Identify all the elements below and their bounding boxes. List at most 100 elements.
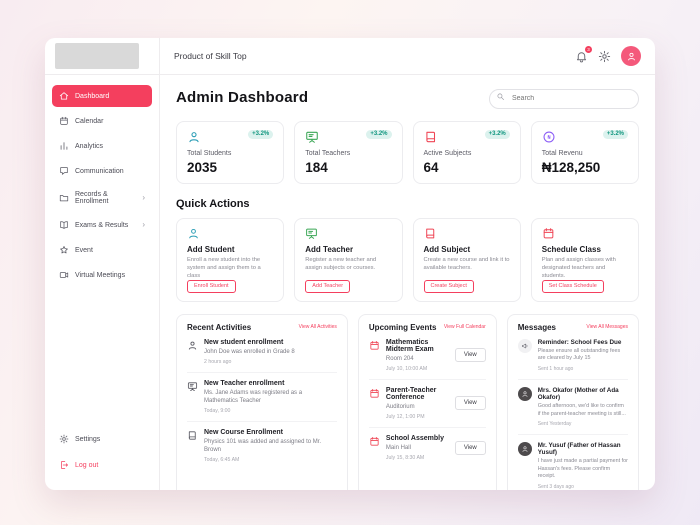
message-preview: Good afternoon, we'd like to confirm if … — [537, 402, 626, 417]
chevron-right-icon: › — [142, 220, 145, 229]
event-item: Parent-Teacher Conference Auditorium Jul… — [368, 380, 486, 429]
search-box — [489, 87, 639, 109]
person-icon — [626, 51, 637, 62]
activity-title: New student enrollment — [204, 338, 284, 346]
quick-actions-title: Quick Actions — [176, 197, 250, 210]
bottom-panels: Recent Activities View All Activities Ne… — [176, 313, 639, 490]
event-title: Mathematics Midterm Exam — [385, 338, 434, 353]
event-title: School Assembly — [385, 435, 444, 443]
action-card-schedule-class: Schedule Class Plan and assign classes w… — [530, 217, 639, 302]
message-time: Sent 3 days ago — [537, 483, 574, 490]
event-title: Parent-Teacher Conference — [385, 386, 437, 401]
sidebar-header — [45, 38, 159, 75]
user-avatar[interactable] — [621, 46, 641, 66]
message-title: Reminder: School Fees Due — [537, 338, 622, 346]
stat-card-total-revenue: ₦ +3.2% Total Revenu ₦128,250 — [530, 120, 639, 184]
activity-item: New Course Enrollment Physics 101 was ad… — [187, 422, 337, 465]
search-icon — [496, 92, 505, 101]
create-subject-button[interactable]: Create Subject — [423, 279, 474, 293]
chevron-right-icon: › — [142, 193, 145, 202]
home-icon — [59, 91, 69, 101]
stat-delta-badge: +3.2% — [484, 129, 510, 139]
view-all-messages-link[interactable]: View All Messages — [586, 324, 628, 331]
sidebar-item-logout[interactable]: Log out — [52, 454, 152, 476]
subject-book-icon — [424, 227, 437, 240]
sidebar-item-label: Calendar — [75, 117, 104, 125]
view-event-button[interactable]: View — [454, 396, 486, 411]
teacher-board-icon — [305, 227, 318, 240]
sidebar-item-label: Virtual Meetings — [75, 271, 126, 279]
enroll-student-button[interactable]: Enroll Student — [187, 279, 236, 293]
sidebar-item-virtual-meetings[interactable]: Virtual Meetings — [52, 264, 152, 286]
student-icon — [187, 130, 201, 144]
notifications-bell-icon[interactable]: 3 — [575, 45, 592, 63]
sidebar-item-event[interactable]: Event — [52, 239, 152, 261]
event-time: July 12, 1:00 PM — [385, 414, 425, 421]
stat-delta-badge: +3.2% — [248, 129, 274, 139]
action-description: Create a new course and link it to avail… — [423, 256, 510, 271]
calendar-icon — [59, 116, 69, 126]
action-description: Plan and assign classes with designated … — [541, 256, 616, 279]
main-area: Product of Skill Top 3 Admin Dashboard — [160, 38, 655, 490]
view-event-button[interactable]: View — [454, 348, 486, 363]
stat-value: 184 — [305, 159, 328, 175]
logout-icon — [59, 460, 69, 470]
course-book-icon — [187, 430, 198, 441]
sidebar: Dashboard Calendar Analytics Communicati… — [45, 38, 160, 490]
calendar-icon — [369, 436, 380, 447]
messages-panel: Messages View All Messages Reminder: Sch… — [506, 313, 639, 490]
sidebar-item-label: Records & Enrollment — [75, 191, 109, 205]
sidebar-item-dashboard[interactable]: Dashboard — [52, 85, 152, 107]
chat-icon — [59, 166, 69, 176]
sidebar-item-communication[interactable]: Communication — [52, 160, 152, 182]
book-icon — [59, 220, 69, 230]
recent-activities-panel: Recent Activities View All Activities Ne… — [176, 313, 348, 490]
message-preview: I have just made a partial payment for H… — [537, 458, 628, 480]
announcement-icon — [517, 338, 532, 353]
view-event-button[interactable]: View — [454, 441, 486, 456]
sidebar-item-label: Log out — [75, 461, 99, 469]
stat-label: Total Students — [187, 149, 232, 157]
stat-value: 2035 — [187, 159, 218, 175]
action-title: Add Subject — [423, 244, 471, 254]
stat-delta-badge: +3.2% — [366, 129, 392, 139]
activity-time: Today, 9:00 — [204, 408, 231, 415]
message-item: Mr. Yusuf (Father of Hassan Yusuf) I hav… — [517, 435, 628, 490]
notification-badge: 3 — [585, 45, 592, 53]
activity-title: New Course Enrollment — [204, 429, 283, 437]
view-all-activities-link[interactable]: View All Activities — [298, 324, 337, 331]
add-teacher-button[interactable]: Add Teacher — [305, 279, 351, 293]
sidebar-item-analytics[interactable]: Analytics — [52, 135, 152, 157]
panel-title: Upcoming Events — [368, 322, 437, 332]
sidebar-item-label: Event — [75, 246, 93, 254]
sidebar-item-label: Communication — [75, 167, 124, 175]
logo-placeholder — [55, 43, 139, 69]
sidebar-item-settings[interactable]: Settings — [52, 428, 152, 450]
action-title: Add Student — [187, 244, 235, 254]
sidebar-item-calendar[interactable]: Calendar — [52, 110, 152, 132]
message-preview: Please ensure all outstanding fees are c… — [537, 347, 621, 362]
sidebar-item-label: Exams & Results — [75, 221, 129, 229]
search-input[interactable] — [489, 88, 639, 109]
folder-icon — [59, 193, 69, 203]
set-class-schedule-button[interactable]: Set Class Schedule — [541, 279, 604, 293]
sidebar-footer: Settings Log out — [45, 420, 159, 490]
settings-gear-icon[interactable] — [598, 50, 611, 63]
money-icon: ₦ — [542, 130, 556, 144]
message-time: Sent 1 hour ago — [537, 365, 574, 372]
activity-time: Today, 6:45 AM — [204, 457, 240, 464]
message-item: Reminder: School Fees Due Please ensure … — [517, 332, 628, 380]
dashboard-content: Admin Dashboard +3.2% Total Students 203… — [160, 75, 655, 490]
stat-card-active-subjects: +3.2% Active Subjects 64 — [412, 120, 521, 184]
sidebar-item-records-enrollment[interactable]: Records & Enrollment › — [52, 185, 152, 211]
sidebar-item-exams-results[interactable]: Exams & Results › — [52, 214, 152, 236]
stat-value: ₦128,250 — [541, 159, 601, 175]
action-card-add-subject: Add Subject Create a new course and link… — [412, 217, 521, 302]
event-location: Room 204 — [385, 355, 414, 362]
event-location: Auditorium — [385, 403, 415, 410]
sidebar-item-label: Analytics — [75, 142, 104, 150]
view-full-calendar-link[interactable]: View Full Calendar — [443, 324, 486, 331]
stats-row: +3.2% Total Students 2035 +3.2% Total Te… — [176, 120, 639, 184]
stat-card-total-teachers: +3.2% Total Teachers 184 — [294, 120, 403, 184]
event-time: July 10, 10:00 AM — [385, 365, 428, 372]
